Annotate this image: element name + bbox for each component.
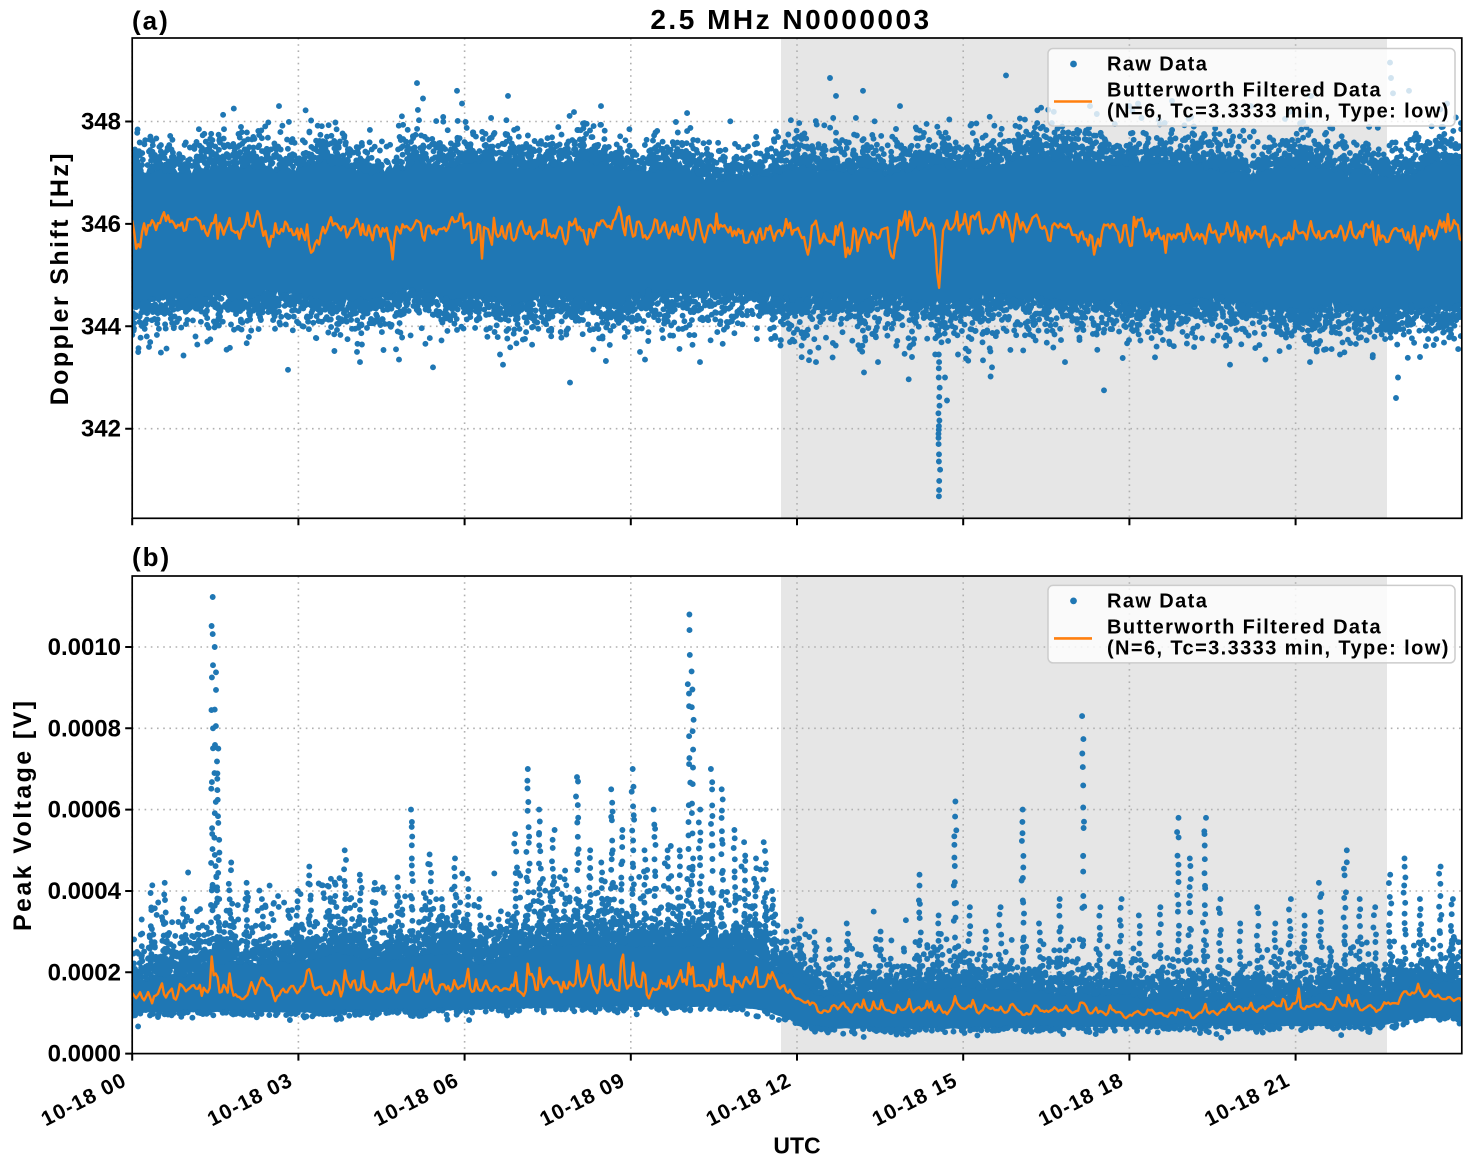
svg-text:Peak Voltage [V]: Peak Voltage [V] [9,699,37,931]
svg-text:Raw Data: Raw Data [1107,54,1208,76]
svg-text:0.0008: 0.0008 [48,715,121,742]
svg-text:0.0004: 0.0004 [48,878,122,905]
svg-text:UTC: UTC [773,1133,820,1159]
svg-text:0.0006: 0.0006 [48,797,121,824]
svg-text:(N=6, Tc=3.3333 min, Type: low: (N=6, Tc=3.3333 min, Type: low) [1107,637,1450,659]
svg-text:2.5 MHz N0000003: 2.5 MHz N0000003 [650,4,931,35]
svg-text:0.0010: 0.0010 [48,634,121,661]
svg-text:Butterworth Filtered Data: Butterworth Filtered Data [1107,616,1382,638]
svg-text:(N=6, Tc=3.3333 min, Type: low: (N=6, Tc=3.3333 min, Type: low) [1107,101,1450,123]
svg-text:Raw Data: Raw Data [1107,590,1208,612]
svg-text:346: 346 [81,211,121,238]
svg-text:(b): (b) [132,542,171,572]
svg-text:Doppler Shift [Hz]: Doppler Shift [Hz] [46,151,74,405]
svg-text:344: 344 [81,313,122,340]
svg-text:(a): (a) [132,6,170,36]
svg-text:0.0000: 0.0000 [48,1041,121,1068]
svg-text:342: 342 [81,416,121,443]
svg-text:Butterworth Filtered Data: Butterworth Filtered Data [1107,80,1382,102]
svg-text:0.0002: 0.0002 [48,959,121,986]
svg-text:348: 348 [81,109,121,136]
